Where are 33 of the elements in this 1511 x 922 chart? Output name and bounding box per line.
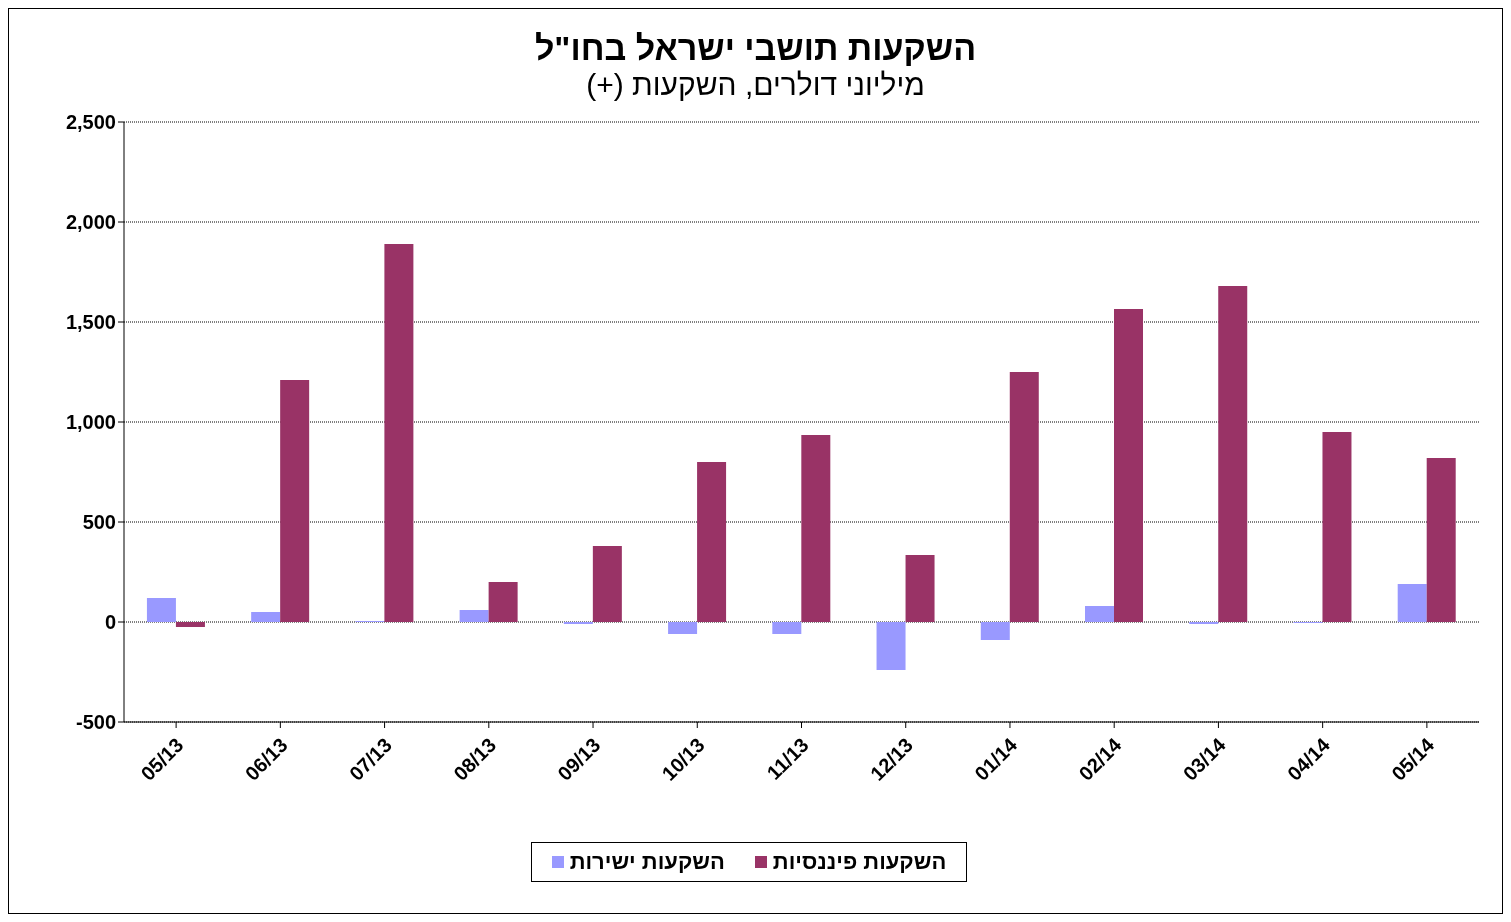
- bar: [1085, 606, 1115, 622]
- bar: [668, 622, 698, 634]
- y-tick-label: 500: [82, 511, 116, 534]
- chart-subtitle: מיליוני דולרים, השקעות (+): [585, 68, 926, 102]
- bar: [1218, 286, 1248, 622]
- bar: [1322, 432, 1352, 622]
- y-tick-label: 2,000: [65, 211, 116, 234]
- y-tick-label: 1,000: [65, 411, 116, 434]
- bar: [592, 546, 622, 622]
- bar: [384, 244, 414, 622]
- bar: [459, 610, 489, 622]
- bar: [251, 612, 281, 622]
- legend-label: השקעות ישירות: [569, 849, 725, 875]
- bar: [1426, 458, 1456, 622]
- bar: [1114, 309, 1144, 622]
- bar: [772, 622, 802, 634]
- bar: [801, 435, 831, 622]
- chart-title: השקעות תושבי ישראל בחו"ל: [533, 29, 978, 68]
- bar: [905, 555, 935, 622]
- bar: [1397, 584, 1427, 622]
- bar: [1009, 372, 1039, 622]
- bar: [876, 622, 906, 670]
- bar: [146, 598, 176, 622]
- y-tick-label: 1,500: [65, 311, 116, 334]
- y-tick-label: 2,500: [65, 111, 116, 134]
- bar: [697, 462, 727, 622]
- bar: [980, 622, 1010, 640]
- bar: [488, 582, 518, 622]
- y-tick-label: -500: [75, 711, 116, 734]
- bar: [280, 380, 310, 622]
- y-tick-label: 0: [104, 611, 116, 634]
- legend-label: השקעות פיננסיות: [772, 849, 947, 875]
- bar: [175, 622, 205, 627]
